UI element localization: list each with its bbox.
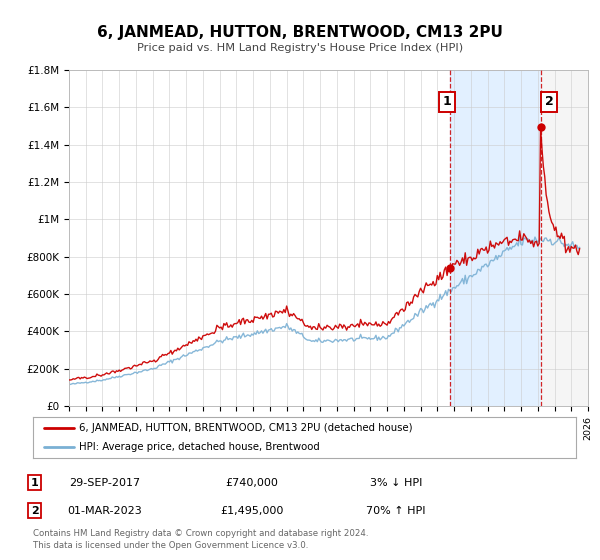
Bar (541, 70, 588, 406)
Text: 1: 1 (31, 478, 38, 488)
Bar (450, 70, 541, 406)
Text: 01-MAR-2023: 01-MAR-2023 (68, 506, 142, 516)
Text: 29-SEP-2017: 29-SEP-2017 (70, 478, 140, 488)
Text: Contains HM Land Registry data © Crown copyright and database right 2024.: Contains HM Land Registry data © Crown c… (33, 530, 368, 539)
Text: 6, JANMEAD, HUTTON, BRENTWOOD, CM13 2PU (detached house): 6, JANMEAD, HUTTON, BRENTWOOD, CM13 2PU … (79, 423, 413, 433)
Text: 1: 1 (443, 95, 452, 108)
Text: 2: 2 (31, 506, 38, 516)
Text: 70% ↑ HPI: 70% ↑ HPI (366, 506, 426, 516)
Text: £1,495,000: £1,495,000 (220, 506, 284, 516)
Bar (541, 70, 588, 406)
Text: 6, JANMEAD, HUTTON, BRENTWOOD, CM13 2PU: 6, JANMEAD, HUTTON, BRENTWOOD, CM13 2PU (97, 25, 503, 40)
Text: Price paid vs. HM Land Registry's House Price Index (HPI): Price paid vs. HM Land Registry's House … (137, 43, 463, 53)
Text: 3% ↓ HPI: 3% ↓ HPI (370, 478, 422, 488)
Text: £740,000: £740,000 (226, 478, 278, 488)
Text: This data is licensed under the Open Government Licence v3.0.: This data is licensed under the Open Gov… (33, 541, 308, 550)
Text: HPI: Average price, detached house, Brentwood: HPI: Average price, detached house, Bren… (79, 442, 320, 451)
Text: 2: 2 (545, 95, 553, 108)
